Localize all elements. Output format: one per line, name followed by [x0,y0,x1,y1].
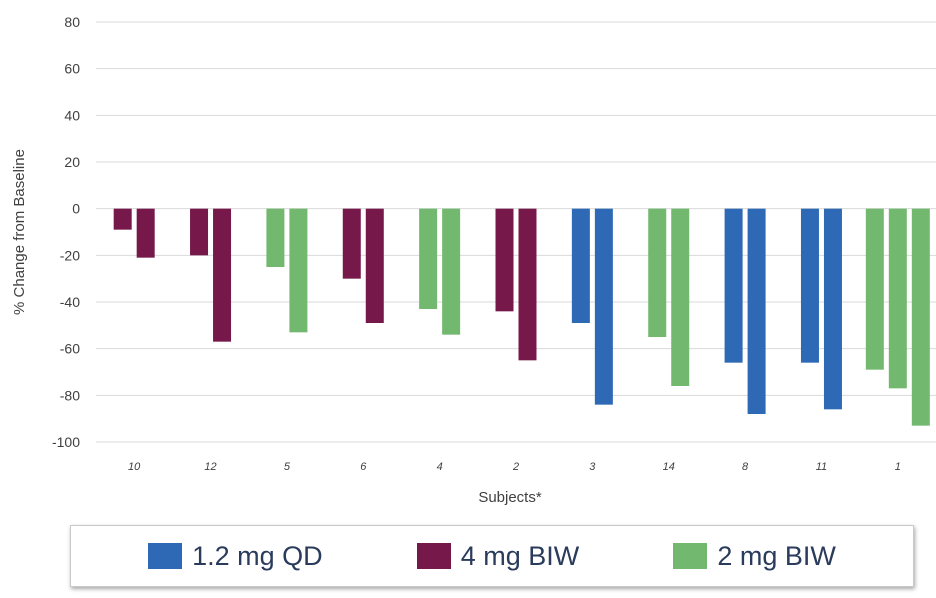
y-tick-label: -80 [60,387,80,403]
bar-subject-5 [266,208,285,267]
legend-label: 2 mg BIW [717,540,836,571]
legend-label: 1.2 mg QD [192,540,323,571]
x-tick-label: 12 [204,461,216,473]
bar-subject-1 [888,208,907,389]
legend-item-2-mg-biw: 2 mg BIW [673,541,836,572]
bar-subject-14 [648,208,667,337]
gridlines [96,21,936,443]
x-axis-ticks: 10 12 5 6 4 2 3 14 8 11 1 [128,461,901,473]
bar-subject-11 [800,208,819,363]
legend: 1.2 mg QD 4 mg BIW 2 mg BIW [70,525,914,587]
bar-subject-8 [747,208,766,414]
bar-subject-10 [113,208,132,230]
x-tick-label: 2 [512,461,519,473]
y-tick-label: 80 [64,14,80,30]
legend-label: 4 mg BIW [460,540,580,571]
bar-subject-6 [342,208,361,279]
bar-subject-2 [495,208,514,312]
y-axis-ticks: 80 60 40 20 0 -20 -40 -60 -80 -100 [52,14,80,450]
x-tick-label: 14 [663,461,675,473]
bar-subject-8 [724,208,743,363]
legend-swatch [416,543,451,569]
x-tick-label: 10 [128,461,141,473]
bar-subject-3 [594,208,613,405]
y-tick-label: -40 [60,294,80,310]
legend-swatch [148,543,183,569]
y-tick-label: -60 [60,341,80,357]
x-tick-label: 4 [437,461,443,473]
bar-subject-11 [823,208,842,410]
legend-swatch [673,543,708,569]
x-tick-label: 8 [742,461,749,473]
y-tick-label: -100 [52,434,80,450]
y-tick-label: 40 [64,107,80,123]
bar-subject-1 [865,208,884,370]
x-tick-label: 11 [816,461,827,473]
x-tick-label: 6 [360,461,367,473]
y-tick-label: 0 [72,201,80,217]
x-tick-label: 3 [589,461,596,473]
y-tick-label: 20 [64,154,80,170]
y-tick-label: 60 [64,61,80,77]
bar-subject-5 [289,208,308,333]
bar-subject-1 [911,208,930,426]
legend-item-1-2-mg-qd: 1.2 mg QD [148,541,323,572]
bar-subject-3 [571,208,590,323]
bar-subject-2 [518,208,537,361]
bar-subject-4 [442,208,461,335]
bar-subject-12 [213,208,232,342]
y-axis-title: % Change from Baseline [11,149,28,315]
bar-subject-12 [190,208,209,256]
bar-subject-14 [671,208,690,386]
x-tick-label: 5 [284,461,291,473]
y-tick-label: -20 [60,247,80,263]
bars [113,208,930,426]
x-axis-title: Subjects* [478,489,542,506]
x-tick-label: 1 [895,461,901,473]
bar-subject-4 [419,208,438,309]
legend-item-4-mg-biw: 4 mg BIW [416,540,580,572]
bar-subject-6 [365,208,384,323]
bar-subject-10 [136,208,155,258]
